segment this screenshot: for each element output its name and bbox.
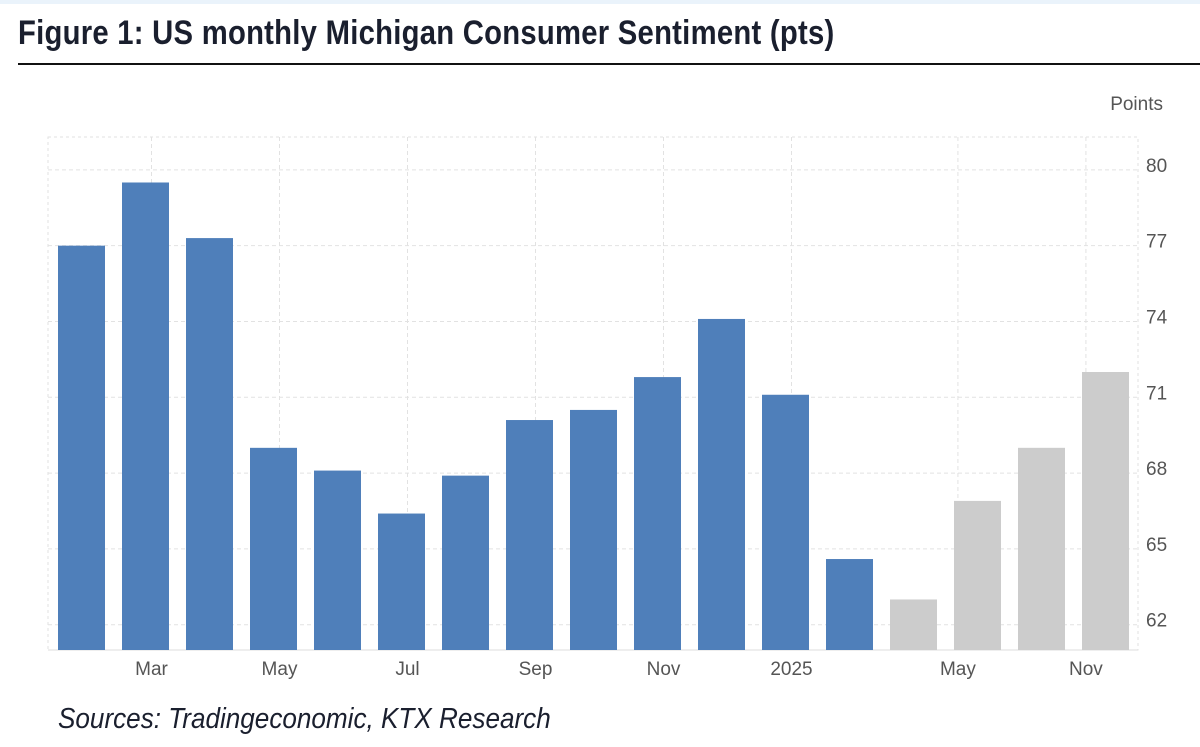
bar — [378, 513, 425, 650]
bar — [826, 559, 873, 650]
bar — [506, 420, 553, 650]
x-tick-label: Nov — [647, 659, 681, 680]
title-rule — [18, 63, 1200, 65]
bar — [570, 409, 617, 650]
x-tick-label: 2025 — [770, 659, 812, 680]
y-tick-labels: 62 65 68 71 74 77 80 — [1146, 156, 1168, 632]
figure-title: Figure 1: US monthly Michigan Consumer S… — [18, 14, 835, 52]
x-tick-labels: Mar May Jul Sep Nov 2025 May Nov — [135, 659, 1103, 680]
bar — [634, 377, 681, 650]
bar — [58, 245, 105, 650]
forecast-bar — [890, 599, 937, 650]
y-tick-label: 74 — [1146, 307, 1168, 328]
bar — [186, 238, 233, 650]
y-tick-label: 65 — [1146, 535, 1167, 556]
x-tick-label: Mar — [135, 659, 168, 680]
bar — [442, 475, 489, 650]
forecast-bar — [1082, 372, 1129, 650]
bar — [762, 394, 809, 650]
forecast-bar — [1018, 447, 1065, 650]
y-tick-label: 80 — [1146, 156, 1167, 177]
source-note: Sources: Tradingeconomic, KTX Research — [58, 703, 551, 735]
bar — [250, 447, 297, 650]
x-tick-label: May — [940, 659, 976, 680]
y-tick-label: 62 — [1146, 611, 1167, 632]
y-tick-label: 71 — [1146, 383, 1167, 404]
bars — [58, 182, 1129, 651]
bar — [698, 318, 745, 650]
y-tick-label: 77 — [1146, 232, 1167, 253]
top-band — [0, 0, 1200, 4]
bar — [314, 470, 361, 650]
y-axis-label: Points — [1110, 94, 1163, 115]
x-tick-label: May — [262, 659, 298, 680]
x-tick-label: Sep — [519, 659, 553, 680]
y-tick-label: 68 — [1146, 459, 1167, 480]
forecast-bar — [954, 500, 1001, 650]
x-tick-label: Nov — [1069, 659, 1103, 680]
bar — [122, 182, 169, 651]
x-tick-label: Jul — [395, 659, 419, 680]
